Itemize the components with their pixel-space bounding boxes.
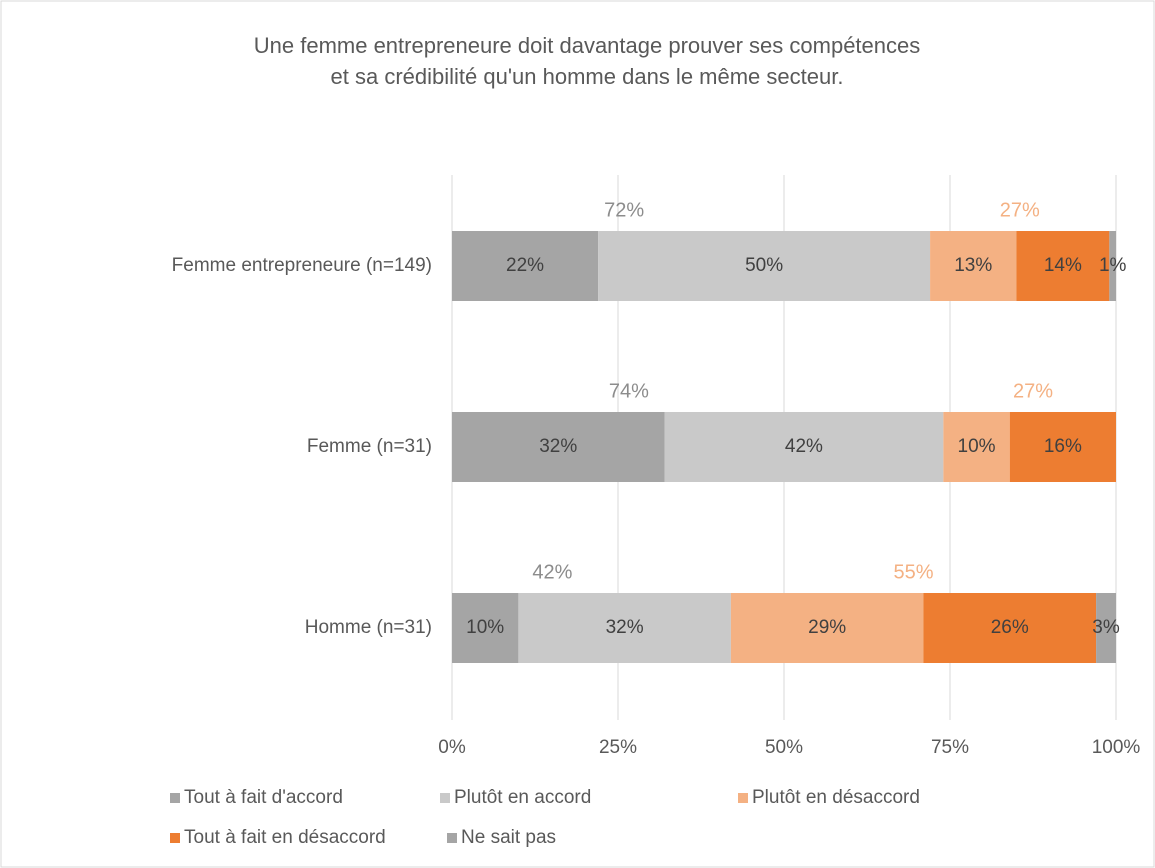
x-tick-label: 75% [931,737,969,758]
data-label: 10% [466,617,504,638]
bar-segment [943,412,1010,482]
total-label: 42% [532,561,572,583]
bar-segment [452,593,519,663]
total-label: 55% [893,561,933,583]
data-label: 29% [808,617,846,638]
bar-segment [452,412,665,482]
data-label: 22% [506,255,544,276]
x-tick-label: 25% [599,737,637,758]
total-label: 72% [604,199,644,221]
bar-segment [923,593,1097,663]
total-label: 74% [609,380,649,402]
x-tick-label: 100% [1092,737,1141,758]
data-label: 32% [539,436,577,457]
data-label: 14% [1044,255,1082,276]
legend-swatch [738,793,748,803]
y-tick-label: Femme (n=31) [307,436,432,457]
bar-segment [1009,412,1116,482]
data-label: 1% [1099,255,1127,276]
data-label: 3% [1092,617,1120,638]
bar-segment [452,231,599,301]
chart-title: Une femme entrepreneure doit davantage p… [254,33,921,58]
data-label: 16% [1044,436,1082,457]
x-tick-label: 50% [765,737,803,758]
bar-segment [518,593,731,663]
data-label: 50% [745,255,783,276]
legend-label: Plutôt en accord [454,787,591,808]
legend-swatch [170,833,180,843]
data-label: 13% [954,255,992,276]
legend-swatch [170,793,180,803]
total-label: 27% [1013,380,1053,402]
x-tick-label: 0% [438,737,466,758]
data-label: 42% [785,436,823,457]
legend-label: Tout à fait d'accord [184,787,343,808]
y-tick-label: Homme (n=31) [305,617,432,638]
bar-segment [730,593,924,663]
bar-segment [1109,231,1116,301]
data-label: 10% [958,436,996,457]
legend-label: Ne sait pas [461,827,556,848]
data-label: 26% [991,617,1029,638]
legend-label: Plutôt en désaccord [752,787,920,808]
bar-segment [1016,231,1110,301]
chart-title: et sa crédibilité qu'un homme dans le mê… [331,64,844,89]
legend-label: Tout à fait en désaccord [184,827,386,848]
legend-swatch [447,833,457,843]
y-tick-label: Femme entrepreneure (n=149) [172,255,432,276]
bar-segment [930,231,1017,301]
bar-segment [598,231,931,301]
data-label: 32% [606,617,644,638]
legend-swatch [440,793,450,803]
total-label: 27% [1000,199,1040,221]
bar-segment [664,412,944,482]
bar-segment [1096,593,1116,663]
